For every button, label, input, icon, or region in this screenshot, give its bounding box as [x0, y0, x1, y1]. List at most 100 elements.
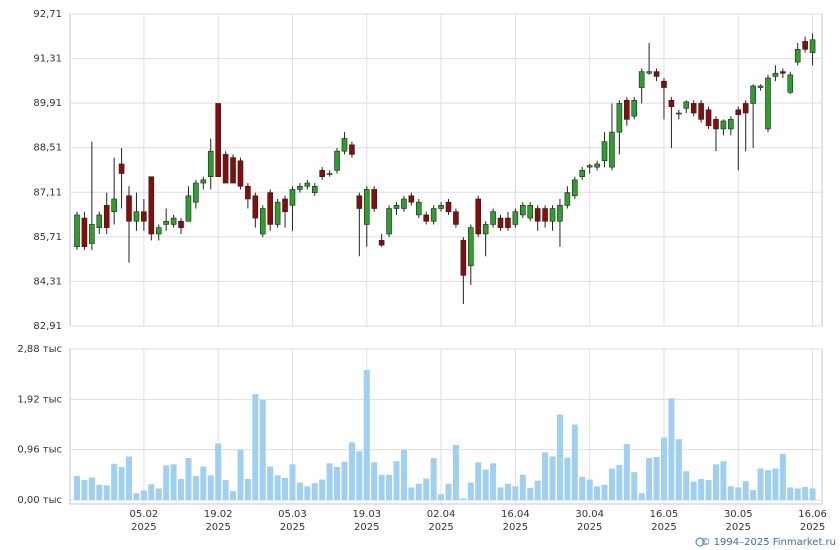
volume-bar	[668, 398, 675, 500]
candle-body	[193, 182, 199, 203]
candle-body	[772, 72, 779, 77]
candle-body	[96, 214, 103, 228]
x-tick-label: 30.04	[575, 509, 604, 520]
x-tick-label: 05.03	[278, 509, 307, 520]
candle-body	[311, 185, 318, 193]
candle-body	[393, 205, 400, 209]
price-panel	[69, 13, 823, 327]
candle-body	[646, 71, 652, 74]
candle-body	[200, 179, 207, 184]
candle-body	[386, 208, 392, 235]
candle-body	[527, 205, 534, 219]
volume-bar	[88, 477, 95, 500]
candle-body	[557, 205, 563, 222]
volume-bar	[542, 452, 549, 500]
volume-bar	[289, 464, 296, 500]
candle-body	[720, 120, 727, 130]
candle-body	[185, 195, 192, 222]
candle-body	[653, 71, 660, 77]
volume-bar	[319, 479, 326, 500]
volume-tick-label: 0,96 тыс	[17, 445, 62, 456]
candle-body	[118, 163, 125, 174]
candle-body	[408, 195, 415, 203]
logo-icon	[695, 537, 705, 547]
candle-body	[794, 49, 801, 63]
candle-body	[252, 195, 259, 219]
volume-bar	[712, 464, 719, 500]
volume-bar	[237, 449, 244, 500]
volume-bar	[415, 483, 422, 500]
candle-body	[564, 192, 571, 206]
candle-body	[549, 208, 556, 222]
x-tick-label: 16.06	[798, 509, 827, 520]
volume-bar	[742, 481, 749, 500]
volume-bar	[163, 465, 170, 500]
volume-bar	[608, 468, 615, 500]
volume-bar	[170, 464, 177, 500]
y-tick-label: 82,91	[33, 321, 62, 332]
volume-bar	[207, 475, 214, 500]
volume-bar	[764, 470, 771, 500]
candle-body	[742, 103, 749, 114]
volume-bar	[133, 493, 140, 500]
candle-body	[624, 99, 630, 120]
candle-body	[802, 41, 808, 50]
volume-bar	[445, 483, 452, 500]
volume-bar	[727, 486, 734, 500]
candle-body	[534, 208, 541, 222]
candle-body	[334, 150, 340, 171]
volume-bar	[81, 480, 88, 500]
volume-bar	[371, 462, 378, 500]
candle-body	[787, 74, 794, 93]
x-tick-year: 2025	[428, 522, 453, 533]
candle-body	[222, 154, 229, 184]
volume-bar	[467, 482, 474, 500]
x-tick-year: 2025	[354, 522, 379, 533]
x-tick-year: 2025	[651, 522, 676, 533]
candle-body	[141, 211, 147, 222]
candle-body	[267, 192, 273, 225]
candle-body	[89, 224, 95, 244]
volume-bar	[750, 490, 757, 500]
volume-bar	[430, 458, 437, 500]
candle-body	[401, 198, 407, 209]
volume-bar	[304, 486, 311, 500]
volume-bar	[601, 484, 608, 500]
candle-body	[356, 195, 363, 209]
volume-bar	[192, 475, 199, 500]
y-tick-label: 92,71	[33, 9, 62, 20]
candle-body	[542, 208, 548, 222]
volume-bar	[690, 481, 697, 500]
volume-bar	[586, 479, 593, 500]
volume-bar	[675, 439, 682, 500]
candle-body	[445, 201, 452, 213]
volume-bar	[519, 474, 526, 500]
volume-bar	[326, 463, 333, 500]
volume-bar	[616, 464, 623, 500]
candle-body	[631, 99, 638, 117]
volume-bar	[222, 480, 229, 500]
candle-body	[453, 211, 459, 225]
candle-body	[586, 165, 593, 168]
x-tick-label: 19.03	[352, 509, 381, 520]
y-tick-label: 84,31	[33, 276, 62, 287]
volume-bar	[74, 475, 80, 500]
volume-bar	[452, 444, 459, 500]
volume-bar	[779, 453, 786, 500]
candle-body	[363, 189, 370, 225]
candle-body	[111, 198, 117, 213]
candle-body	[438, 205, 444, 209]
volume-bar	[178, 479, 185, 500]
candle-body	[750, 85, 756, 104]
volume-bar	[683, 471, 690, 500]
volume-bar	[155, 488, 162, 500]
candle-body	[676, 112, 682, 115]
candle-body	[765, 77, 771, 130]
volume-tick-label: 0,00 тыс	[17, 495, 62, 506]
volume-bar	[185, 458, 192, 500]
y-tick-label: 85,71	[33, 232, 62, 243]
volume-bar	[460, 498, 467, 500]
volume-bar	[490, 463, 497, 500]
volume-bar	[96, 484, 103, 500]
